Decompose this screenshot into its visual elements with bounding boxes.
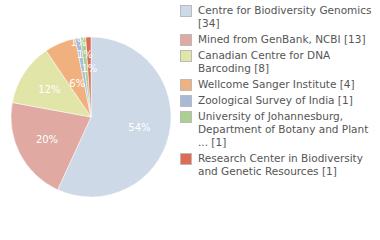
svg-text:20%: 20% <box>36 134 58 145</box>
svg-text:1%: 1% <box>77 49 93 60</box>
html-text:Canadian Centre for DNA Barcod: Canadian Centre for DNA Barcoding [8] <box>198 49 331 74</box>
html-text:Mined from GenBank, NCBI [13]: Mined from GenBank, NCBI [13] <box>198 33 366 45</box>
html-text:Zoological Survey of India [1]: Zoological Survey of India [1] <box>198 94 353 106</box>
html-text:University of Johannesburg, De: University of Johannesburg, Department o… <box>198 110 369 148</box>
svg-text:1%: 1% <box>81 63 97 74</box>
svg-text:6%: 6% <box>69 78 85 89</box>
html-text:Centre for Biodiversity Genomi: Centre for Biodiversity Genomics [34] <box>198 4 372 29</box>
svg-text:1%: 1% <box>71 37 87 48</box>
svg-text:12%: 12% <box>38 84 60 95</box>
html-text:Research Center in Biodiversit: Research Center in Biodiversity and Gene… <box>198 152 363 177</box>
svg-text:54%: 54% <box>128 122 150 133</box>
html-text:Wellcome Sanger Institute [4]: Wellcome Sanger Institute [4] <box>198 78 355 90</box>
